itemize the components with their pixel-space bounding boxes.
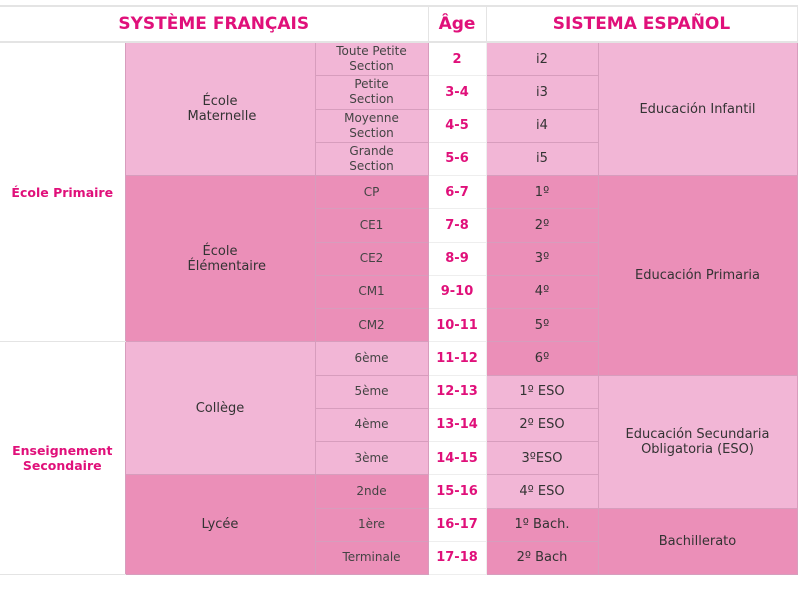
school-type: Lycée	[124, 474, 316, 575]
spanish-course: 2º Bach	[485, 540, 599, 576]
age-range: 12-13	[427, 374, 487, 409]
education-level: École Primaire	[0, 41, 126, 343]
age-range: 2	[427, 41, 487, 77]
header-row: SYSTÈME FRANÇAIS Âge SISTEMA ESPAÑOL	[0, 5, 798, 43]
table-row: Terminale 17-18 2º Bach	[0, 540, 797, 576]
header-spanish-system: SISTEMA ESPAÑOL	[486, 5, 798, 43]
school-type: Collège	[124, 341, 316, 476]
age-range: 16-17	[427, 507, 487, 542]
table-row: Grande Section 5-6 i5	[0, 141, 797, 177]
age-range: 15-16	[427, 474, 487, 509]
age-range: 3-4	[427, 75, 487, 110]
table-row: CE1 7-8 2º	[0, 208, 797, 243]
table-row: École Élémentaire CP 6-7 1º Educación Primar…	[0, 174, 798, 376]
french-class: Moyenne Section	[314, 108, 429, 143]
spanish-stage: Educación Infantil	[597, 41, 798, 176]
table-row: 5ème 12-13 1º ESO Educación Secundaria Obli…	[0, 374, 798, 509]
spanish-course: i5	[485, 141, 599, 177]
school-type: École Maternelle	[124, 41, 316, 176]
spanish-course: 3º	[485, 241, 599, 276]
spanish-course: 6º	[485, 341, 599, 376]
french-class: 1ère	[314, 507, 429, 542]
spanish-stage: Bachillerato	[597, 507, 798, 575]
school-type: École Élémentaire	[124, 174, 316, 343]
spanish-course: 1º ESO	[485, 374, 599, 409]
spanish-course: 2º ESO	[485, 407, 599, 443]
age-range: 5-6	[427, 141, 487, 177]
table-row: Moyenne Section 4-5 i4	[0, 108, 797, 143]
french-class: Grande Section	[314, 141, 429, 177]
table-row: 1ère 16-17 1º Bach. Bachillerato	[0, 507, 798, 575]
age-range: 8-9	[427, 241, 487, 276]
french-class: Terminale	[314, 540, 429, 576]
spanish-stage: Educación Primaria	[597, 175, 798, 376]
spanish-course: i2	[485, 41, 599, 77]
age-range: 10-11	[427, 307, 487, 343]
spanish-course: i3	[485, 75, 599, 110]
spanish-course: 2º	[485, 208, 599, 243]
french-class: 5ème	[314, 374, 429, 409]
spanish-course: 5º	[485, 307, 599, 343]
french-class: 3ème	[314, 440, 429, 476]
spanish-course: 1º Bach.	[485, 507, 599, 542]
spanish-course: i4	[485, 108, 599, 143]
education-comparison-table: SYSTÈME FRANÇAIS Âge SISTEMA ESPAÑOL Éco…	[0, 5, 798, 576]
table-row: 4ème 13-14 2º ESO	[0, 407, 797, 443]
spanish-course: 4º	[485, 274, 599, 310]
spanish-stage: Educación Secundaria Obligatoria (ESO)	[597, 374, 798, 509]
french-class: Petite Section	[314, 75, 429, 110]
table-row: Lycée 2nde 15-16 4º ESO	[0, 474, 797, 575]
spanish-course: 3ºESO	[485, 440, 599, 476]
table-body: École Primaire École Maternelle Toute Peti…	[0, 41, 798, 576]
header-french-system: SYSTÈME FRANÇAIS	[0, 5, 429, 43]
age-range: 11-12	[427, 341, 487, 376]
table-row: École Primaire École Maternelle Toute Peti…	[0, 41, 798, 343]
age-range: 13-14	[427, 407, 487, 443]
french-class: 2nde	[314, 474, 429, 509]
french-class: Toute Petite Section	[314, 41, 429, 77]
age-range: 6-7	[427, 174, 487, 210]
age-range: 4-5	[427, 108, 487, 143]
age-range: 7-8	[427, 208, 487, 243]
spanish-course: 4º ESO	[485, 474, 599, 509]
age-range: 14-15	[427, 440, 487, 476]
spanish-course: 1º	[485, 174, 599, 210]
french-class: CE2	[314, 241, 429, 276]
age-range: 17-18	[427, 540, 487, 576]
french-class: CM2	[314, 307, 429, 343]
french-class: CP	[314, 174, 429, 210]
education-level: Enseignement Secondaire	[0, 341, 126, 575]
french-class: CM1	[314, 274, 429, 310]
table-row: Petite Section 3-4 i3	[0, 75, 797, 110]
french-class: 6ème	[314, 341, 429, 376]
header-age: Âge	[428, 5, 487, 43]
table-row: Enseignement Secondaire Collège 6ème 11-12 6…	[0, 341, 797, 575]
age-range: 9-10	[427, 274, 487, 310]
french-class: 4ème	[314, 407, 429, 443]
french-class: CE1	[314, 208, 429, 243]
